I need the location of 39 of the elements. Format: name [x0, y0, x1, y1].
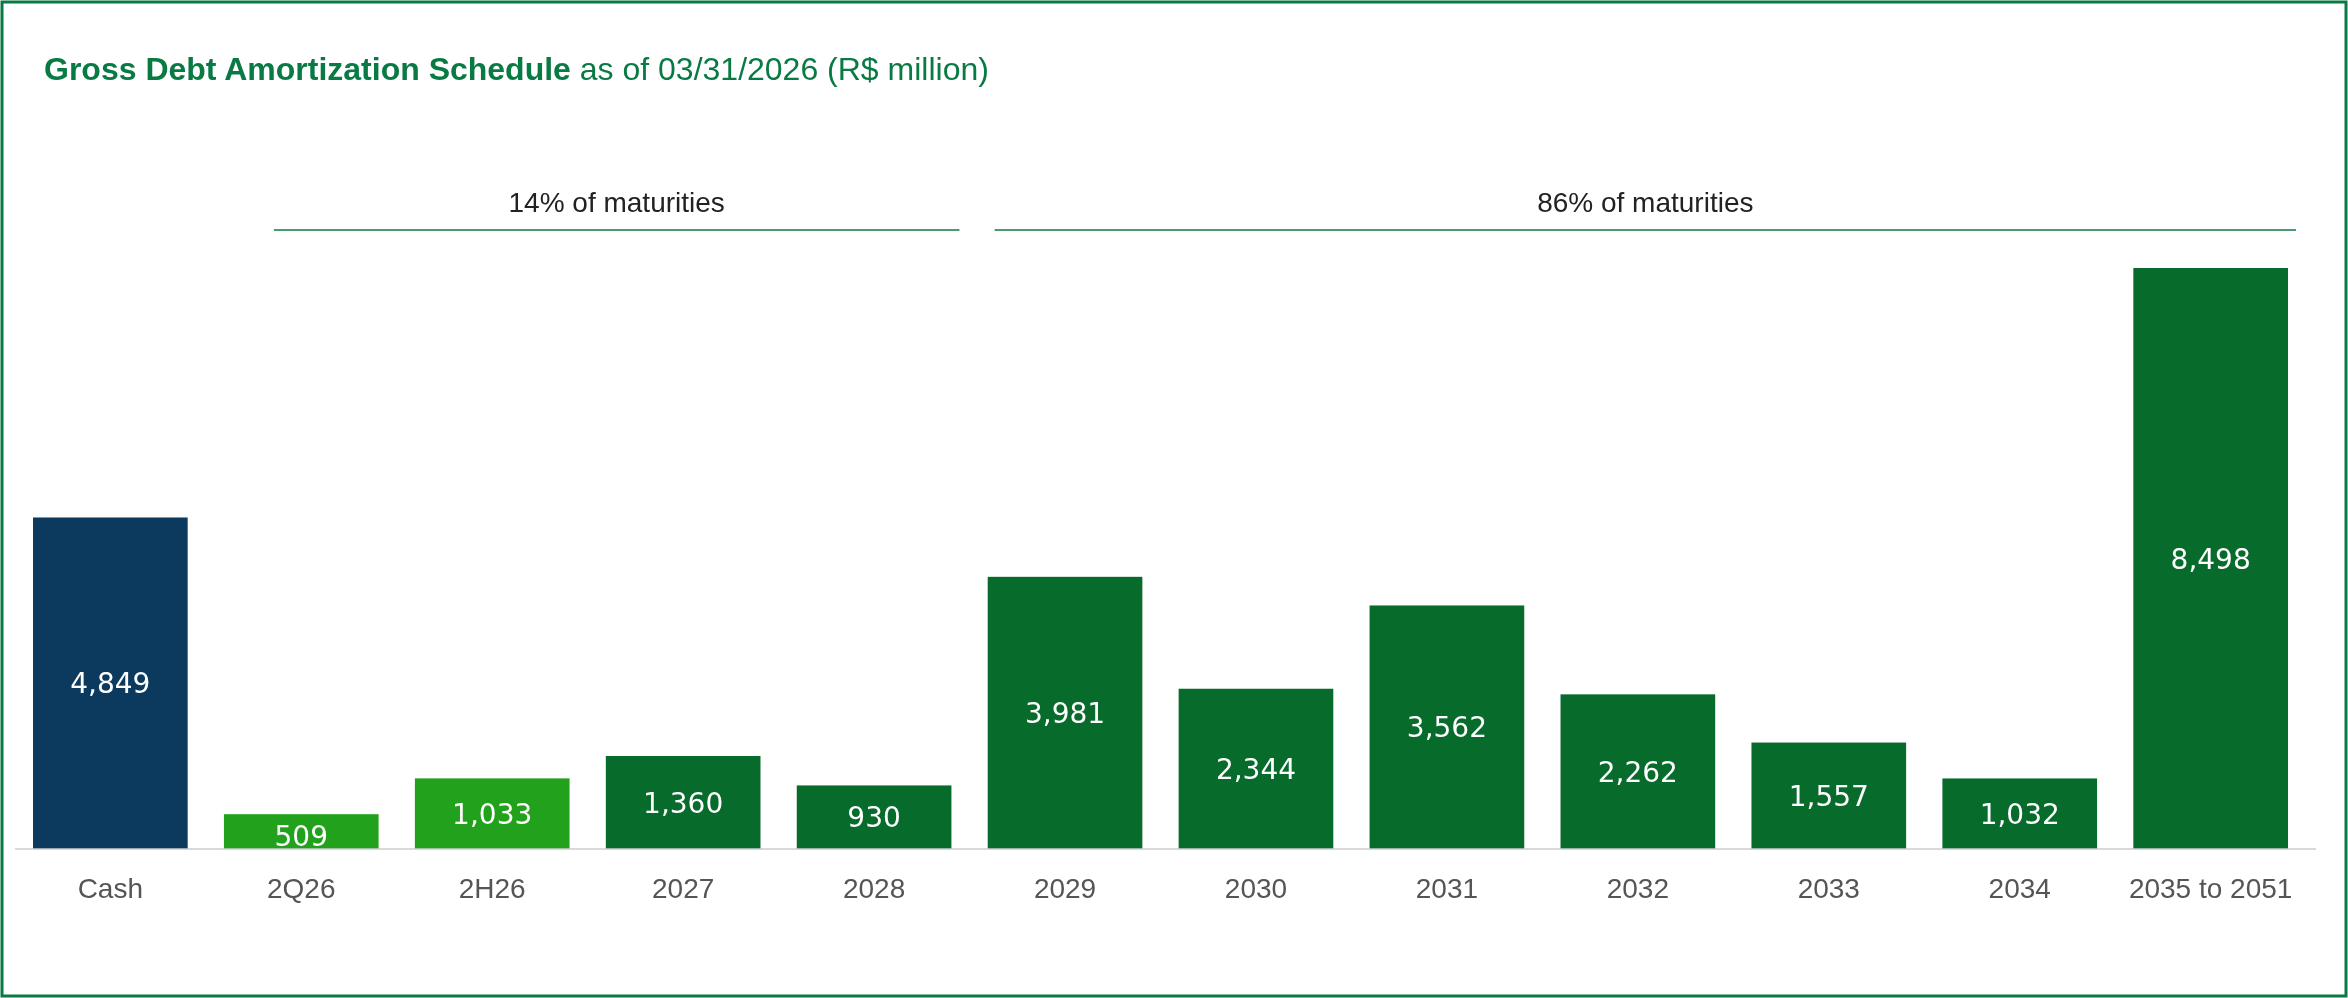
- data-label: 1,032: [1979, 797, 2060, 831]
- x-tick-label: 2029: [1033, 873, 1097, 904]
- bar: [1369, 605, 1525, 849]
- x-tick-label: 2034: [1988, 873, 2051, 904]
- bar: [1942, 778, 2098, 849]
- x-tick-label: 2031: [1415, 873, 1479, 904]
- x-tick-label: 2028: [842, 873, 906, 904]
- x-tick-label: 2H26: [458, 873, 526, 904]
- data-label: 2,262: [1597, 755, 1678, 789]
- x-tick-label: 2035 to 2051: [2128, 873, 2293, 904]
- bar: [1178, 688, 1334, 849]
- chart-subtitle: as of 03/31/2026 (R$ million): [570, 51, 989, 87]
- x-tick-label: 2032: [1606, 873, 1669, 904]
- x-tick-label: 2033: [1797, 873, 1860, 904]
- bar: [1751, 742, 1907, 849]
- data-label: 3,981: [1024, 696, 1106, 730]
- bar: [2133, 268, 2288, 849]
- chart-title: Gross Debt Amortization Schedule: [44, 51, 571, 87]
- text: 14% of maturities: [508, 187, 725, 218]
- data-label: 3,562: [1406, 711, 1487, 745]
- data-label: 1,557: [1788, 779, 1869, 813]
- x-tick-label: Cash: [77, 873, 144, 904]
- data-label: 509: [274, 820, 328, 854]
- bar: [1560, 694, 1716, 849]
- bar: [33, 517, 188, 849]
- data-label: 930: [847, 801, 901, 835]
- data-label: 1,360: [643, 786, 724, 820]
- data-label: 8,498: [2170, 542, 2251, 576]
- data-label: 4,849: [70, 667, 151, 701]
- bar: [796, 785, 952, 849]
- x-tick-label: 2027: [652, 873, 715, 904]
- x-tick-label: 2Q26: [267, 873, 336, 904]
- bar: [414, 778, 570, 849]
- text: 86% of maturities: [1537, 187, 1754, 218]
- bar: [987, 576, 1143, 849]
- data-label: 2,344: [1215, 752, 1297, 786]
- x-tick-label: 2030: [1224, 873, 1288, 904]
- data-label: 1,033: [452, 797, 533, 831]
- bar: [605, 756, 761, 849]
